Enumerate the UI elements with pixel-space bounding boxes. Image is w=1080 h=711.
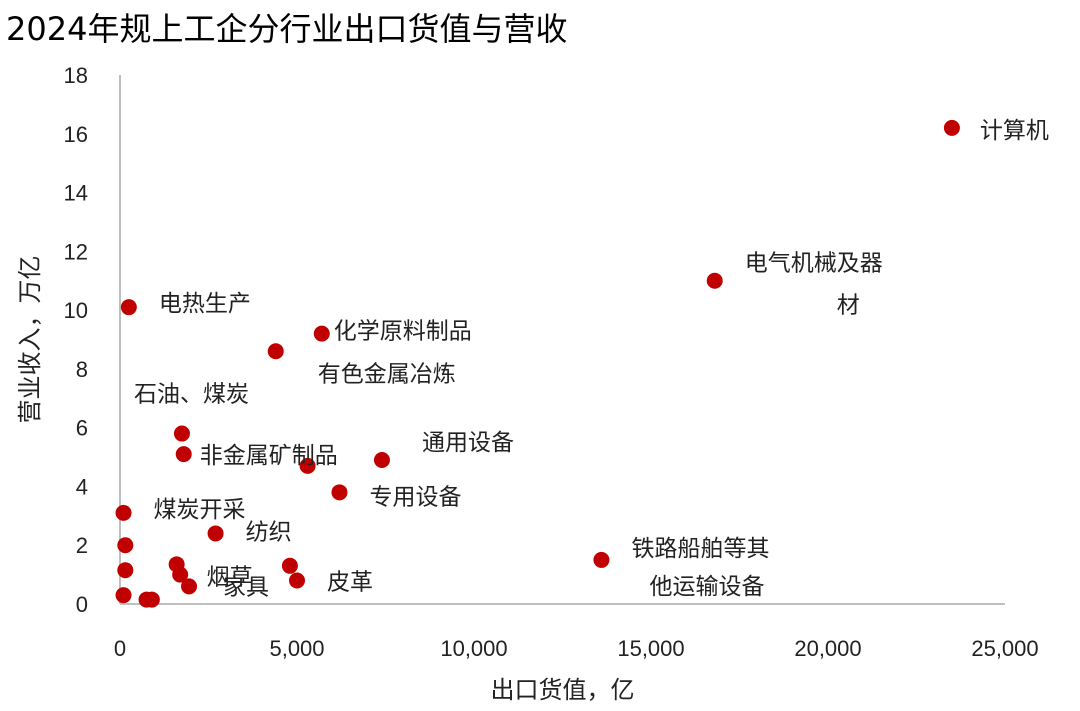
- data-points: [115, 119, 960, 608]
- data-point: [299, 457, 316, 474]
- data-label: 非金属矿制品: [200, 443, 338, 469]
- y-tick-label: 4: [76, 474, 88, 499]
- data-point: [181, 578, 198, 595]
- x-tick-label: 15,000: [617, 636, 684, 661]
- y-tick-label: 8: [76, 357, 88, 382]
- x-tick-label: 20,000: [794, 636, 861, 661]
- data-label: 纺织: [246, 519, 292, 545]
- x-axis-label: 出口货值，亿: [491, 676, 635, 704]
- data-label: 化学原料制品: [334, 319, 472, 345]
- data-point: [207, 525, 224, 542]
- data-label: 电热生产: [159, 291, 251, 317]
- data-label: 家具: [223, 574, 269, 600]
- data-point: [175, 446, 192, 463]
- data-point: [593, 551, 610, 568]
- data-point: [117, 537, 134, 554]
- data-label: 铁路船舶等其: [631, 536, 769, 562]
- x-tick-label: 5,000: [269, 636, 324, 661]
- data-point: [331, 484, 348, 501]
- y-axis-label: 营业收入，万亿: [16, 256, 44, 424]
- data-label: 专用设备: [369, 484, 461, 510]
- x-tick-labels: 0 5,000 10,000 15,000 20,000 25,000: [114, 636, 1039, 661]
- data-label: 煤炭开采: [154, 497, 246, 523]
- data-point: [289, 572, 305, 589]
- data-point: [173, 425, 190, 442]
- y-tick-label: 18: [64, 63, 88, 88]
- y-tick-label: 2: [76, 533, 88, 558]
- y-tick-label: 10: [64, 298, 88, 323]
- data-label: 他运输设备: [649, 574, 764, 600]
- chart-title: 2024年规上工企分行业出口货值与营收: [6, 10, 568, 48]
- y-tick-label: 0: [76, 592, 88, 617]
- data-label: 有色金属冶炼: [318, 361, 456, 387]
- data-point: [706, 272, 723, 289]
- data-point: [943, 119, 960, 136]
- data-label: 电气机械及器: [745, 251, 883, 277]
- data-label: 计算机: [980, 118, 1049, 144]
- data-label: 烟草: [207, 564, 253, 590]
- data-label: 石油、煤炭: [134, 382, 249, 408]
- data-point: [267, 343, 284, 360]
- data-point: [117, 562, 134, 579]
- x-tick-label: 25,000: [971, 636, 1038, 661]
- y-tick-label: 12: [64, 239, 88, 264]
- data-point: [115, 587, 132, 604]
- data-point: [143, 591, 160, 608]
- x-tick-label: 10,000: [440, 636, 507, 661]
- data-point: [115, 504, 132, 521]
- y-tick-label: 16: [64, 122, 88, 147]
- data-point: [373, 451, 390, 468]
- data-point: [281, 557, 298, 574]
- data-label: 皮革: [327, 569, 373, 595]
- y-tick-label: 6: [76, 416, 88, 441]
- data-label: 通用设备: [422, 430, 514, 456]
- data-point: [120, 299, 137, 316]
- data-label: 材: [837, 293, 860, 319]
- y-tick-label: 14: [64, 181, 88, 206]
- y-tick-labels: 0 2 4 6 8 10 12 14 16 18: [64, 63, 88, 617]
- data-point: [313, 325, 330, 342]
- x-tick-label: 0: [114, 636, 126, 661]
- data-point: [172, 566, 189, 583]
